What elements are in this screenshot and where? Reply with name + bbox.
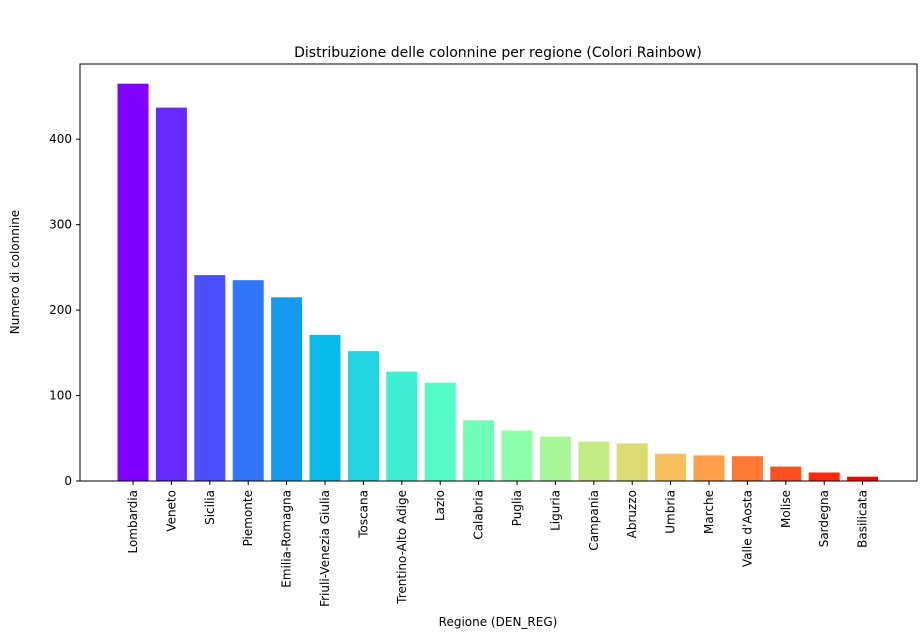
bar-piemonte [232, 280, 264, 481]
x-tick-label: Puglia [510, 490, 524, 526]
x-tick-label: Marche [702, 490, 716, 534]
bar-umbria [655, 453, 687, 481]
bar-valle-d-aosta [731, 456, 763, 481]
bar-calabria [463, 420, 495, 481]
x-tick-label: Abruzzo [625, 490, 639, 538]
bar-lazio [424, 382, 456, 481]
x-tick-label: Molise [779, 490, 793, 528]
x-axis-label: Regione (DEN_REG) [439, 615, 558, 629]
bar-sardegna [808, 472, 840, 481]
x-tick-label: Veneto [164, 490, 178, 532]
x-tick-label: Liguria [548, 490, 562, 531]
bar-toscana [347, 351, 379, 481]
bar-campania [578, 441, 610, 481]
bar-abruzzo [616, 443, 648, 481]
bar-emilia-romagna [271, 297, 303, 481]
x-tick-label: Campania [587, 490, 601, 551]
plot-frame [79, 63, 918, 482]
bar-friuli-venezia-giulia [309, 334, 341, 481]
x-tick-label: Lazio [433, 490, 447, 521]
bars-group [117, 83, 879, 481]
x-axis: Lombardia Veneto Sicilia Piemonte Emilia-Rom… [126, 481, 870, 607]
x-tick-label: Valle d'Aosta [740, 490, 754, 567]
bar-liguria [539, 436, 571, 481]
bar-puglia [501, 430, 533, 481]
bar-sicilia [194, 275, 226, 481]
x-tick-label: Basilicata [856, 490, 870, 548]
x-tick-label: Toscana [356, 490, 370, 539]
y-tick-label: 200 [49, 303, 72, 317]
x-tick-label: Lombardia [126, 490, 140, 554]
bar-trentino-alto-adige [386, 371, 418, 481]
x-tick-label: Piemonte [241, 490, 255, 546]
y-axis: 0 100 200 300 400 [49, 132, 80, 488]
x-tick-label: Friuli-Venezia Giulia [318, 490, 332, 607]
x-tick-label: Umbria [664, 490, 678, 534]
y-tick-label: 100 [49, 389, 72, 403]
x-tick-label: Trentino-Alto Adige [395, 490, 409, 605]
bar-molise [770, 466, 802, 481]
bar-basilicata [847, 476, 879, 481]
bar-veneto [155, 107, 187, 481]
chart-title: Distribuzione delle colonnine per region… [294, 45, 702, 61]
bar-lombardia [117, 83, 149, 481]
y-tick-label: 400 [49, 132, 72, 146]
x-tick-label: Calabria [472, 490, 486, 540]
x-tick-label: Sicilia [203, 490, 217, 525]
y-tick-label: 0 [64, 474, 72, 488]
bar-marche [693, 455, 725, 481]
x-tick-label: Sardegna [817, 490, 831, 547]
y-tick-label: 300 [49, 218, 72, 232]
y-axis-label: Numero di colonnine [8, 210, 22, 334]
x-tick-label: Emilia-Romagna [280, 490, 294, 588]
